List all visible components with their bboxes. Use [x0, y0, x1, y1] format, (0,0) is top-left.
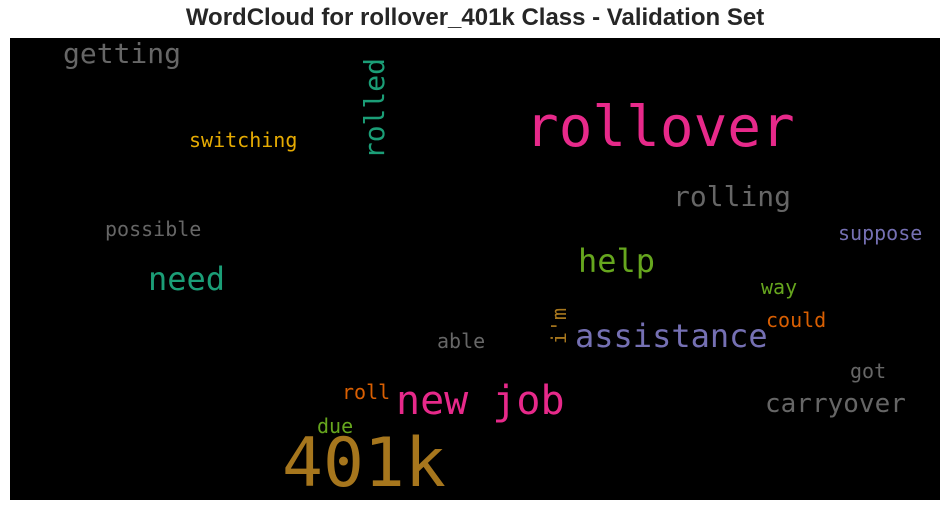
- word-roll: roll: [342, 380, 391, 404]
- word-could: could: [766, 308, 827, 332]
- word-401k: 401k: [282, 424, 446, 500]
- word-getting: getting: [63, 38, 182, 70]
- wordcloud-canvas: rollover 401k new job assistance help need rol…: [10, 38, 940, 500]
- word-i-m: i'm: [547, 308, 571, 345]
- word-rolling: rolling: [673, 180, 792, 213]
- word-rollover: rollover: [525, 95, 795, 160]
- word-able: able: [437, 329, 486, 353]
- word-carryover: carryover: [765, 389, 906, 419]
- word-way: way: [761, 275, 798, 299]
- word-need: need: [148, 260, 226, 298]
- word-got: got: [850, 359, 887, 383]
- word-rolled: rolled: [358, 58, 391, 160]
- word-possible: possible: [105, 217, 202, 241]
- word-assistance: assistance: [575, 317, 768, 355]
- word-suppose: suppose: [838, 221, 923, 245]
- word-new-job: new job: [396, 378, 565, 424]
- word-help: help: [578, 242, 656, 280]
- word-switching: switching: [189, 128, 298, 152]
- word-due: due: [317, 414, 354, 438]
- chart-title: WordCloud for rollover_401k Class - Vali…: [185, 4, 765, 31]
